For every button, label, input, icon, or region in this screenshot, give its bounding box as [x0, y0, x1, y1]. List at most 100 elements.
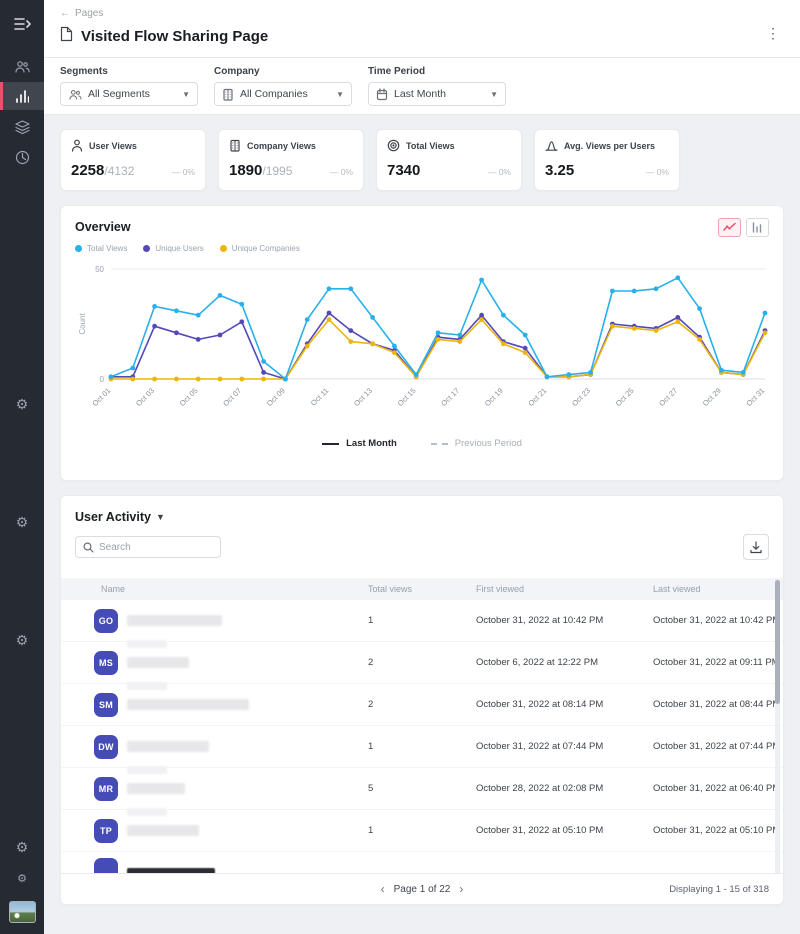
- legend-label: Unique Companies: [231, 244, 300, 253]
- svg-text:Count: Count: [78, 313, 87, 335]
- line-chart-toggle-icon[interactable]: [718, 218, 741, 237]
- redacted-subtext: [127, 639, 167, 648]
- building-icon: [230, 139, 240, 152]
- sidebar-item-users[interactable]: [0, 52, 44, 80]
- activity-title[interactable]: User Activity: [75, 510, 151, 524]
- last-viewed-value: October 31, 2022 at 08:44 PM: [653, 699, 781, 710]
- breadcrumb[interactable]: ← Pages: [60, 8, 784, 19]
- gear-icon[interactable]: ⚙: [15, 632, 29, 648]
- svg-text:Oct 07: Oct 07: [221, 386, 243, 408]
- last-viewed-value: October 31, 2022 at 10:42 PM: [653, 615, 781, 626]
- document-icon: [60, 26, 73, 47]
- next-page-icon[interactable]: ›: [459, 882, 464, 896]
- table-row[interactable]: DW 1 October 31, 2022 at 07:44 PM Octobe…: [61, 726, 783, 774]
- breadcrumb-label[interactable]: Pages: [75, 8, 104, 19]
- kebab-menu-icon[interactable]: ⋮: [766, 25, 780, 41]
- avatar: TP: [94, 818, 118, 843]
- table-footer: ‹ Page 1 of 22 › Displaying 1 - 15 of 31…: [61, 873, 783, 904]
- first-viewed-value: October 28, 2022 at 02:08 PM: [476, 783, 604, 794]
- time-period-label: Time Period: [368, 66, 426, 77]
- solid-line-icon: [322, 442, 340, 445]
- download-icon: [750, 540, 762, 553]
- col-header-name: Name: [101, 584, 126, 594]
- search-input[interactable]: [99, 541, 213, 553]
- gear-icon[interactable]: ⚙: [15, 396, 29, 412]
- svg-text:Oct 27: Oct 27: [657, 386, 679, 408]
- chevron-down-icon: ▼: [182, 89, 190, 99]
- table-row[interactable]: MR 5 October 28, 2022 at 02:08 PM Octobe…: [61, 768, 783, 816]
- filter-time-period: Time Period Last Month ▼: [368, 66, 506, 114]
- svg-text:Oct 09: Oct 09: [265, 386, 287, 408]
- chart-type-toggles: [718, 218, 769, 237]
- dashed-line-icon: [430, 442, 448, 445]
- scrollbar-thumb[interactable]: [775, 580, 780, 704]
- gear-icon[interactable]: ⚙: [15, 514, 29, 530]
- stat-label: User Views: [89, 140, 137, 151]
- chevron-down-icon: ▼: [490, 89, 498, 99]
- gear-icon[interactable]: ⚙: [15, 839, 29, 855]
- stat-card-company-views: Company Views 1890 /1995 — 0%: [218, 129, 364, 191]
- legend-total-views[interactable]: Total Views: [75, 244, 127, 253]
- svg-text:Oct 21: Oct 21: [526, 386, 548, 408]
- stat-value: 7340: [387, 162, 421, 179]
- redacted-subtext: [127, 765, 167, 774]
- sidebar-item-history[interactable]: [0, 143, 44, 171]
- prev-page-icon[interactable]: ‹: [380, 882, 385, 896]
- displaying-count: Displaying 1 - 15 of 318: [669, 883, 769, 895]
- download-button[interactable]: [743, 534, 769, 560]
- table-row[interactable]: TP 1 October 31, 2022 at 05:10 PM Octobe…: [61, 810, 783, 852]
- overview-title: Overview: [75, 220, 131, 234]
- menu-toggle-icon[interactable]: [0, 10, 44, 38]
- table-row[interactable]: SM 2 October 31, 2022 at 08:14 PM Octobe…: [61, 684, 783, 726]
- stat-value: 2258: [71, 162, 105, 179]
- chart-legend: Total Views Unique Users Unique Companie…: [75, 244, 769, 253]
- svg-text:Oct 13: Oct 13: [352, 386, 374, 408]
- total-views-value: 5: [368, 783, 374, 794]
- filter-company: Company All Companies ▼: [214, 66, 352, 114]
- avatar: [94, 858, 118, 873]
- activity-table: Name Total views First viewed Last viewe…: [61, 578, 783, 873]
- first-viewed-value: October 31, 2022 at 07:44 PM: [476, 741, 604, 752]
- legend-dot-yellow: [219, 245, 227, 252]
- company-select[interactable]: All Companies ▼: [214, 82, 352, 106]
- table-header-row: Name Total views First viewed Last viewe…: [61, 578, 783, 600]
- redacted-name: [127, 867, 215, 873]
- table-row[interactable]: GO 1 October 31, 2022 at 10:42 PM Octobe…: [61, 600, 783, 648]
- back-arrow-icon[interactable]: ←: [60, 8, 70, 19]
- user-activity-card: User Activity ▼ Name Total views First v…: [60, 495, 784, 905]
- chart-area: 50 0 Count Oct 01 Oct 03 Oct 05 Oct 07 Oct 09 Oc…: [75, 257, 769, 430]
- stat-delta: — 0%: [171, 167, 195, 177]
- redacted-name: [127, 657, 189, 668]
- avatar: SM: [94, 692, 118, 717]
- legend-previous-period: Previous Period: [430, 438, 522, 449]
- redacted-name: [127, 615, 222, 626]
- settings-gear-small-icon[interactable]: ⚙: [17, 872, 27, 885]
- page-title: Visited Flow Sharing Page: [81, 28, 269, 45]
- chevron-down-icon[interactable]: ▼: [155, 512, 165, 522]
- legend-unique-companies[interactable]: Unique Companies: [219, 244, 300, 253]
- user-avatar-photo[interactable]: [9, 901, 36, 923]
- stat-card-user-views: User Views 2258 /4132 — 0%: [60, 129, 206, 191]
- table-row[interactable]: MS 2 October 6, 2022 at 12:22 PM October…: [61, 642, 783, 690]
- sidebar-item-layers[interactable]: [0, 113, 44, 141]
- svg-text:Oct 17: Oct 17: [439, 386, 461, 408]
- company-value: All Companies: [240, 88, 308, 100]
- svg-text:Oct 23: Oct 23: [570, 386, 592, 408]
- svg-text:Oct 19: Oct 19: [483, 386, 505, 408]
- first-viewed-value: October 6, 2022 at 12:22 PM: [476, 657, 598, 668]
- redacted-name: [127, 783, 185, 794]
- avatar: GO: [94, 608, 118, 633]
- segments-select[interactable]: All Segments ▼: [60, 82, 198, 106]
- stats-row: User Views 2258 /4132 — 0% Company Views…: [60, 129, 784, 191]
- table-row-partial[interactable]: [61, 852, 783, 873]
- total-views-value: 1: [368, 615, 374, 626]
- sidebar-item-analytics[interactable]: [0, 82, 44, 110]
- bar-chart-toggle-icon[interactable]: [746, 218, 769, 237]
- time-period-value: Last Month: [394, 88, 446, 100]
- legend-unique-users[interactable]: Unique Users: [143, 244, 204, 253]
- time-period-select[interactable]: Last Month ▼: [368, 82, 506, 106]
- person-icon: [71, 139, 83, 152]
- redacted-subtext: [127, 807, 167, 816]
- page-label: Page 1 of 22: [393, 883, 451, 895]
- filter-bar: Segments All Segments ▼ Company All Comp…: [44, 58, 800, 115]
